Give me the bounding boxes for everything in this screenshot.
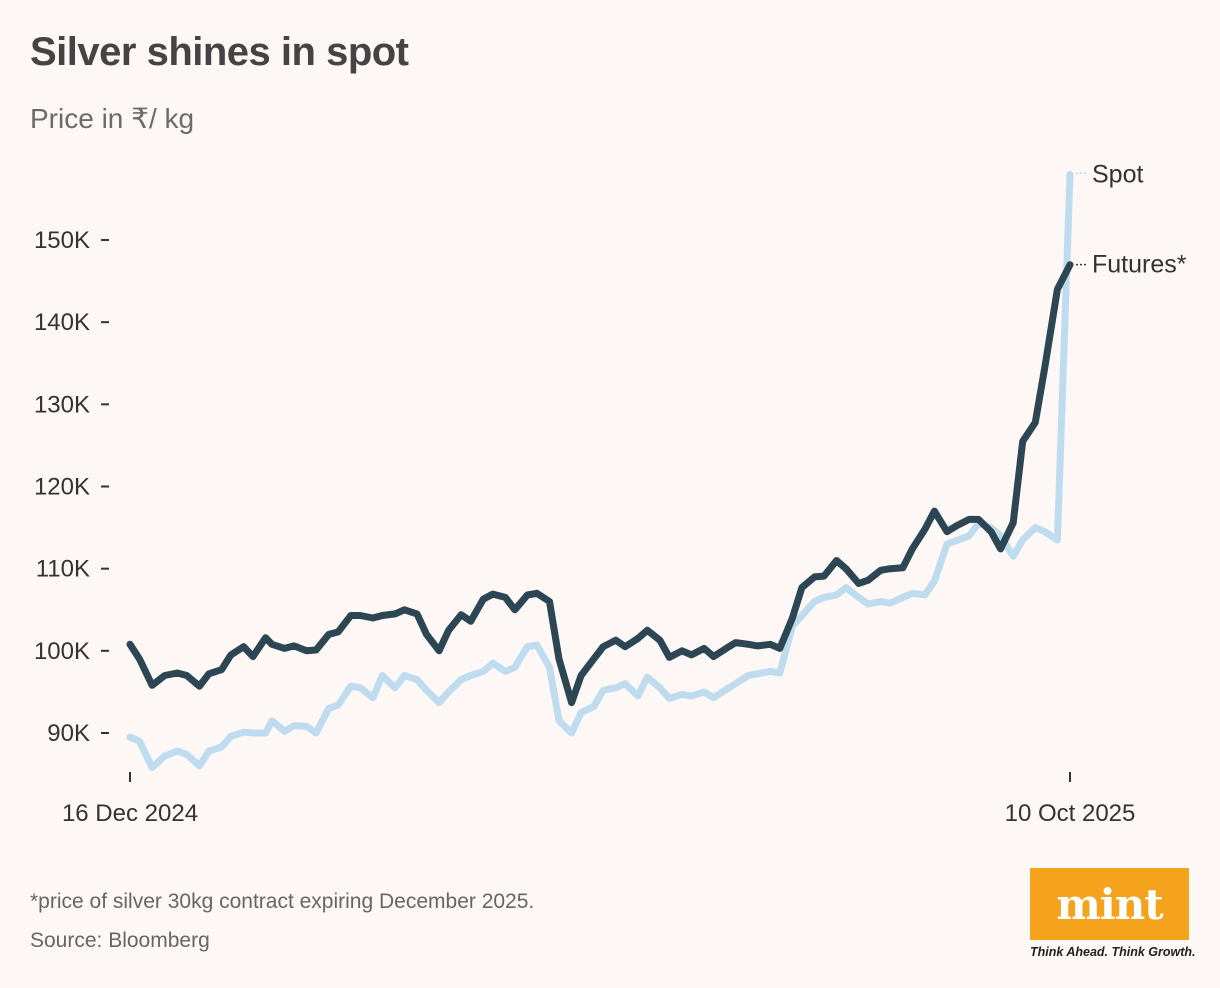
x-tick-label: 16 Dec 2024 <box>62 800 198 827</box>
x-axis: 16 Dec 2024 10 Oct 2025 <box>62 772 1135 827</box>
y-tick-label: 120K <box>34 474 90 501</box>
footnote: *price of silver 30kg contract expiring … <box>30 890 535 913</box>
mint-logo: mint <box>1030 868 1189 940</box>
logo-wordmark: mint <box>1056 879 1163 929</box>
logo-tagline: Think Ahead. Think Growth. <box>1030 945 1196 959</box>
chart-title: Silver shines in spot <box>30 30 409 74</box>
y-tick-label: 150K <box>34 227 90 254</box>
y-tick-label: 140K <box>34 309 90 336</box>
y-tick-label: 110K <box>36 556 90 583</box>
y-tick-label: 100K <box>34 638 90 665</box>
chart-subtitle: Price in ₹/ kg <box>30 103 195 134</box>
series-layer <box>126 170 1074 771</box>
series-label-spot: Spot <box>1092 160 1143 188</box>
y-tick-label: 90K <box>47 720 90 747</box>
y-axis: 90K 100K 110K 120K 130K 140K 150K <box>34 227 109 747</box>
series-labels: Spot Futures* <box>1076 160 1187 279</box>
series-line-futures <box>126 261 1074 707</box>
x-tick-label: 10 Oct 2025 <box>1005 800 1136 827</box>
series-label-futures: Futures* <box>1092 251 1187 279</box>
y-tick-label: 130K <box>34 391 90 418</box>
source-note: Source: Bloomberg <box>30 929 210 952</box>
series-line-spot <box>126 170 1074 771</box>
